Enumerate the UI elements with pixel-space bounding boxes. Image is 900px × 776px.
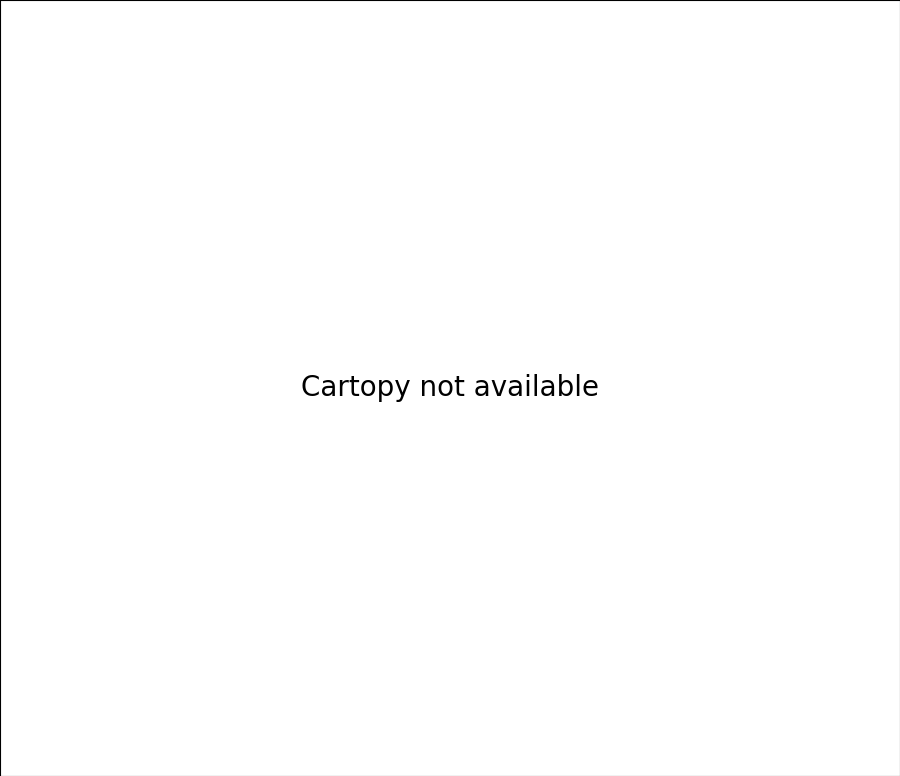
Text: Cartopy not available: Cartopy not available	[301, 374, 599, 402]
